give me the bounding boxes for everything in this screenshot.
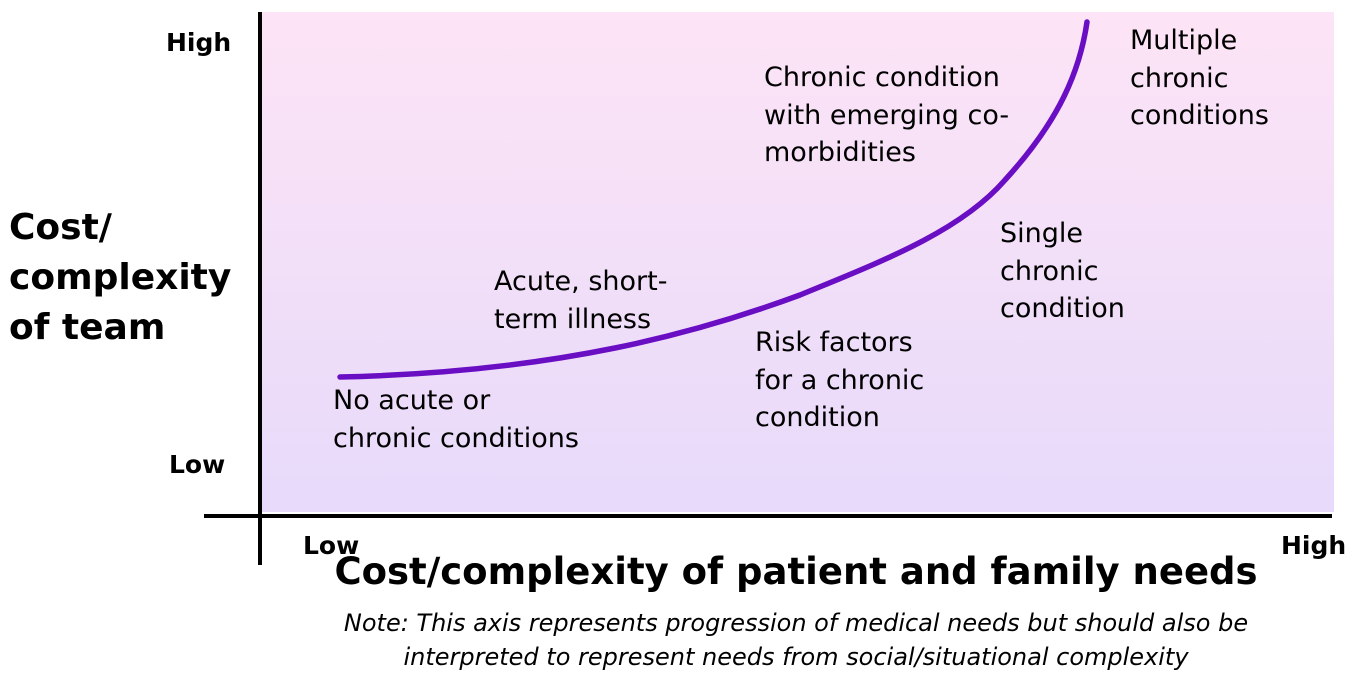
plot-background <box>262 12 1334 512</box>
stage-label-line: with emerging co- <box>764 99 1010 131</box>
stage-label-single-chronic: Single chronic condition <box>1000 215 1125 328</box>
stage-label-line: No acute or <box>333 385 491 416</box>
x-axis-note-line: Note: This axis represents progression o… <box>343 609 1249 637</box>
stage-label-line: condition <box>1000 293 1125 324</box>
stage-label-line: conditions <box>1130 100 1269 131</box>
y-axis-title-line: complexity <box>9 257 232 298</box>
stage-label-line: morbidities <box>764 137 916 168</box>
stage-label-line: Risk factors <box>755 327 913 358</box>
stage-label-line: Multiple <box>1130 25 1238 56</box>
stage-label-line: condition <box>755 402 880 433</box>
y-axis-title-line: Cost/ <box>9 207 112 248</box>
stage-label-line: chronic <box>1000 255 1099 287</box>
x-axis-high-label: High <box>1281 531 1347 560</box>
stage-label-acute-illness: Acute, short- term illness <box>494 263 667 338</box>
x-axis-note-line: interpreted to represent needs from soci… <box>403 643 1189 671</box>
stage-label-line: chronic conditions <box>333 422 579 454</box>
y-axis-title: Cost/ complexity of team <box>9 203 249 353</box>
stage-label-line: Single <box>1000 218 1084 249</box>
stage-label-line: Chronic condition <box>764 62 1000 93</box>
stage-label-line: chronic <box>1130 62 1229 94</box>
stage-label-multiple-chronic: Multiple chronic conditions <box>1130 22 1269 135</box>
stage-label-line: term illness <box>494 303 652 335</box>
progression-curve <box>337 19 1090 380</box>
stage-label-line: Acute, short- <box>494 266 668 297</box>
x-axis-title: Cost/complexity of patient and family ne… <box>334 550 1258 593</box>
stage-label-line: for a chronic <box>755 364 925 396</box>
x-axis-note: Note: This axis represents progression o… <box>260 606 1332 674</box>
y-axis-title-line: of team <box>9 307 166 348</box>
y-axis-low-label: Low <box>169 450 226 479</box>
x-axis-low-label: Low <box>303 531 360 560</box>
y-axis-line <box>258 12 262 565</box>
stage-label-risk-factors: Risk factors for a chronic condition <box>755 324 924 437</box>
y-axis-high-label: High <box>166 28 232 57</box>
stage-label-emerging-comorbidities: Chronic condition with emerging co- morb… <box>764 59 1009 172</box>
x-axis-line <box>204 514 1332 518</box>
stage-label-no-conditions: No acute or chronic conditions <box>333 382 579 457</box>
